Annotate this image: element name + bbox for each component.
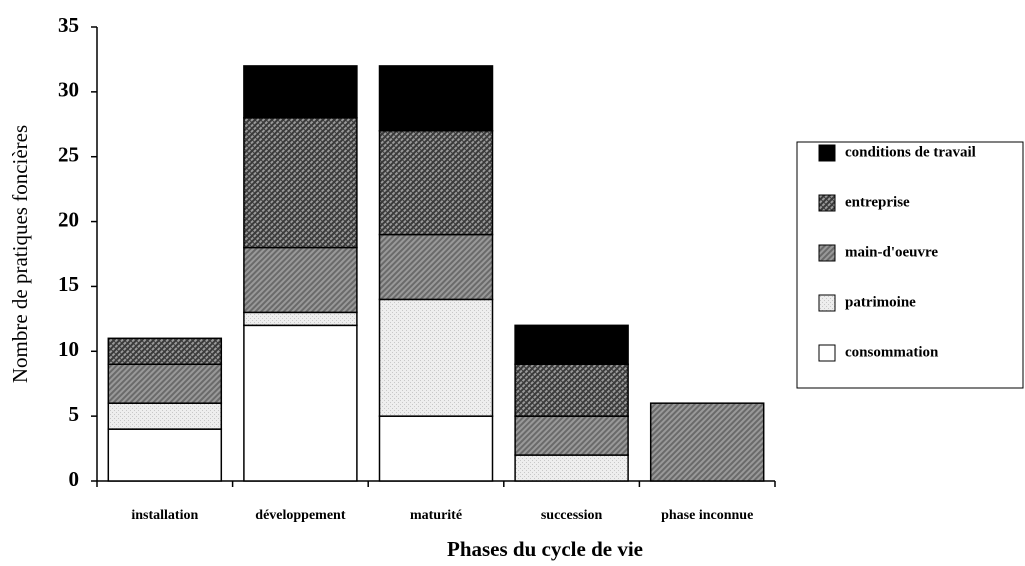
bar-segment [107, 402, 223, 430]
bar-segment [378, 65, 494, 132]
y-tick-label: 0 [69, 467, 80, 491]
x-tick-label: maturité [410, 508, 462, 523]
y-tick-label: 35 [58, 13, 79, 37]
legend-swatch [818, 294, 836, 312]
legend-label: main-d'oeuvre [845, 244, 938, 260]
bar-segment [243, 324, 358, 482]
legend-swatch [818, 144, 836, 162]
legend-swatch [818, 344, 836, 362]
bar-segment [243, 311, 358, 327]
y-tick-label: 10 [58, 337, 79, 361]
legend-label: conditions de travail [845, 144, 976, 160]
bar-segment [378, 130, 494, 236]
y-tick-label: 15 [58, 272, 79, 296]
bar-segment [378, 233, 494, 301]
y-tick-label: 30 [58, 78, 79, 102]
legend-label: patrimoine [845, 294, 916, 310]
legend-swatch [818, 194, 836, 212]
y-tick-label: 25 [58, 143, 79, 167]
bar-segment [243, 117, 358, 249]
y-tick-label: 5 [69, 402, 80, 426]
x-axis-label: Phases du cycle de vie [447, 537, 643, 561]
bar-segment [243, 246, 358, 314]
bar-segment [514, 454, 629, 482]
y-tick-label: 20 [58, 207, 79, 231]
bar-segment [649, 402, 765, 482]
bar-segment [378, 415, 494, 482]
bar-segment [107, 428, 223, 482]
x-tick-label: installation [131, 508, 198, 523]
bar-segment [107, 337, 223, 366]
x-tick-label: succession [541, 508, 603, 523]
y-axis-label: Nombre de pratiques foncières [8, 125, 32, 383]
bar-segment [107, 363, 223, 404]
legend-label: consommation [845, 344, 939, 360]
bar-segment [514, 415, 629, 456]
bar-segment [514, 324, 629, 366]
bar-segment [514, 363, 629, 417]
x-tick-label: phase inconnue [661, 508, 753, 523]
legend-label: entreprise [845, 194, 910, 210]
x-tick-label: développement [255, 508, 346, 523]
bar-segment [378, 298, 494, 417]
bar-segment [243, 65, 358, 119]
legend-swatch [818, 244, 836, 262]
